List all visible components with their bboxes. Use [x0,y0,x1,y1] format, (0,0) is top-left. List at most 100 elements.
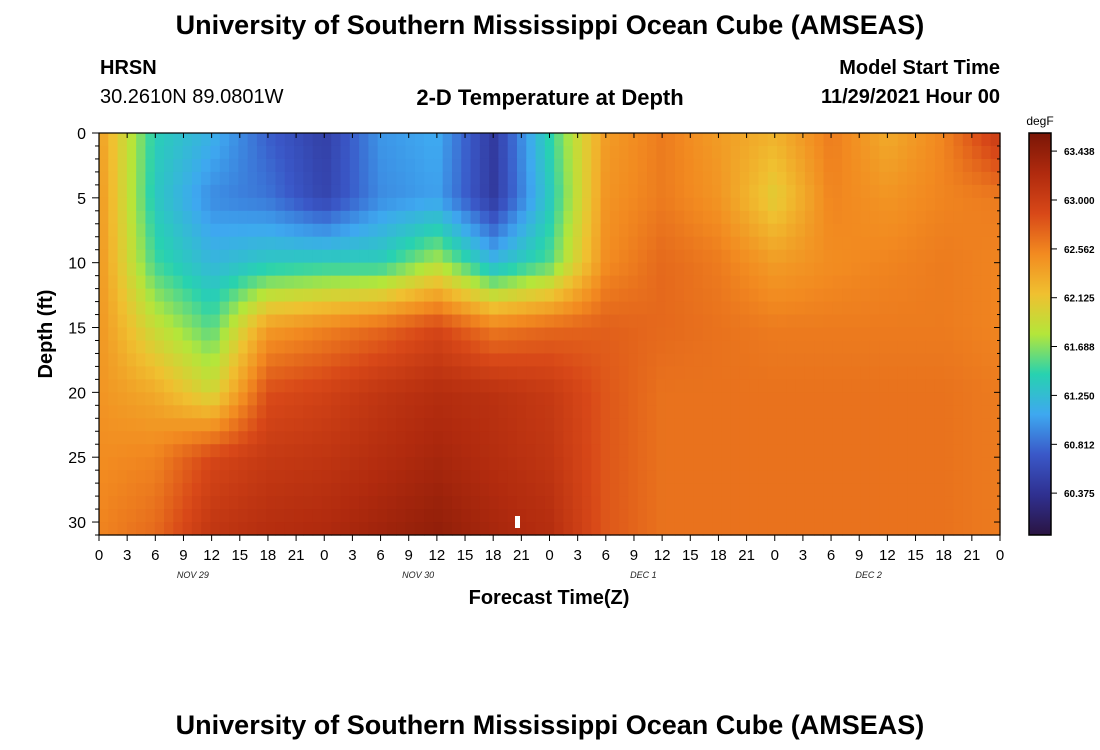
heat-cell [600,353,611,368]
heat-cell [795,262,806,277]
heat-cell [201,405,212,419]
heat-cell [628,353,639,368]
heat-cell [99,444,109,458]
heat-cell [173,392,184,406]
heat-cell [990,444,1001,458]
heat-cell [990,379,1001,393]
heat-cell [136,444,147,458]
heat-cell [934,262,945,277]
heat-cell [275,301,286,316]
heat-cell [823,457,834,471]
heat-cell [544,158,555,173]
heat-cell [749,418,760,432]
heat-cell [145,392,156,406]
heat-cell [702,392,713,406]
heat-cell [823,470,834,484]
heat-cell [461,444,472,458]
heat-cell [182,236,193,251]
heat-cell [851,249,862,264]
heat-cell [238,340,249,355]
heat-cell [164,184,174,199]
heat-cell [99,340,109,355]
heat-cell [879,379,890,393]
heat-cell [591,431,602,445]
heat-cell [396,405,407,419]
heat-cell [516,405,527,419]
heat-cell [451,133,462,147]
heat-cell [554,392,565,406]
heat-cell [479,133,490,147]
heat-cell [284,470,295,484]
heat-cell [331,301,342,316]
heat-cell [563,210,574,225]
heat-cell [377,483,388,497]
heat-cell [266,158,277,173]
heat-cell [600,418,611,432]
heat-cell [489,366,500,380]
heat-cell [405,444,416,458]
heat-cell [442,431,453,445]
heat-cell [674,236,685,251]
heat-cell [331,288,342,303]
heat-cell [359,431,369,445]
heat-cell [303,444,314,458]
heat-cell [897,210,908,225]
heat-cell [619,392,630,406]
heat-cell [154,184,165,199]
heat-cell [294,327,304,342]
heat-cell [674,522,685,536]
heat-cell [461,210,472,225]
heat-cell [916,223,927,238]
heat-cell [972,392,983,406]
heat-cell [879,444,890,458]
heat-cell [888,158,899,173]
heat-cell [396,496,407,510]
heat-cell [498,340,509,355]
heat-cell [498,158,509,173]
heat-cell [349,457,360,471]
heat-cell [433,133,444,147]
heat-cell [851,457,862,471]
heat-cell [516,288,527,303]
heat-cell [294,288,304,303]
heat-cell [962,509,973,523]
heat-cell [377,405,388,419]
heat-cell [229,366,239,380]
heat-cell [786,262,797,277]
heat-cell [934,236,945,251]
heat-cell [191,184,202,199]
heat-cell [340,379,351,393]
heat-cell [897,133,908,147]
heat-cell [990,158,1001,173]
heat-cell [191,522,202,536]
heat-cell [934,133,945,147]
heat-cell [619,405,630,419]
heat-cell [377,210,388,225]
heat-cell [489,522,500,536]
heat-cell [498,262,509,277]
heat-cell [256,314,267,329]
heat-cell [758,275,769,290]
heat-cell [526,210,537,225]
heat-cell [609,457,620,471]
heat-cell [860,301,871,316]
heat-cell [470,431,481,445]
heat-cell [498,288,509,303]
heat-cell [832,418,843,432]
heat-cell [331,509,342,523]
heat-cell [591,392,602,406]
heat-cell [953,133,964,147]
heat-cell [173,249,184,264]
heat-cell [730,457,741,471]
heat-cell [359,262,369,277]
heat-cell [637,133,648,147]
heat-cell [321,197,332,212]
heat-cell [405,483,416,497]
heat-cell [266,314,277,329]
heat-cell [349,496,360,510]
heat-cell [99,353,109,368]
heat-cell [934,210,945,225]
heat-cell [637,418,648,432]
heat-cell [516,444,527,458]
heat-cell [266,418,277,432]
